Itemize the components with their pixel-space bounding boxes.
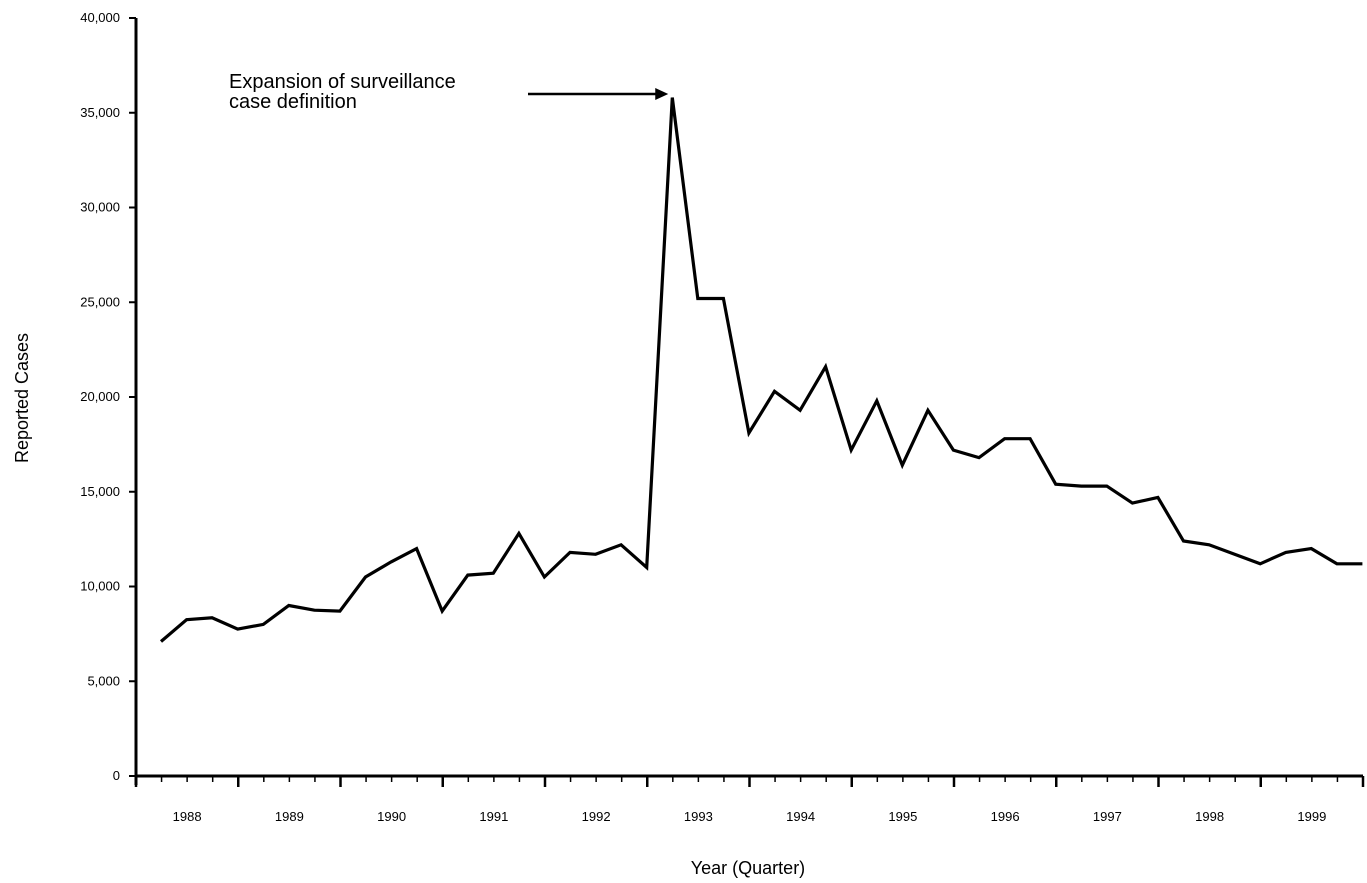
x-tick-label: 1988 (173, 809, 202, 824)
x-tick-label: 1991 (479, 809, 508, 824)
annotation-arrow-head (655, 88, 669, 100)
x-tick-label: 1999 (1297, 809, 1326, 824)
y-tick-label: 20,000 (80, 389, 120, 404)
annotation-text: case definition (229, 91, 357, 113)
y-axis-title: Reported Cases (12, 333, 32, 463)
y-tick-label: 30,000 (80, 200, 120, 215)
x-tick-label: 1997 (1093, 809, 1122, 824)
series-line (159, 97, 1363, 643)
x-tick-label: 1989 (275, 809, 304, 824)
x-tick-label: 1998 (1195, 809, 1224, 824)
x-tick-label: 1992 (582, 809, 611, 824)
x-tick-label: 1994 (786, 809, 815, 824)
x-tick-label: 1993 (684, 809, 713, 824)
x-tick-label: 1990 (377, 809, 406, 824)
y-tick-label: 35,000 (80, 105, 120, 120)
series-group (159, 97, 1363, 643)
x-axis: 1988 1989 1990 1991 1992 1993 1994 1995 1996 1997… (134, 774, 1365, 824)
y-tick-label: 0 (113, 768, 120, 783)
y-tick-label: 10,000 (80, 579, 120, 594)
x-axis-title: Year (Quarter) (691, 858, 805, 878)
y-tick-label: 40,000 (80, 10, 120, 25)
y-tick-label: 25,000 (80, 294, 120, 309)
x-tick-label: 1995 (888, 809, 917, 824)
y-tick-label: 15,000 (80, 484, 120, 499)
x-tick-label: 1996 (991, 809, 1020, 824)
annotation-text: Expansion of surveillance (229, 71, 456, 93)
y-axis: 0 5,000 10,000 15,000 20,000 25,000 30,000 35,0… (80, 10, 138, 785)
y-tick-label: 5,000 (87, 673, 120, 688)
